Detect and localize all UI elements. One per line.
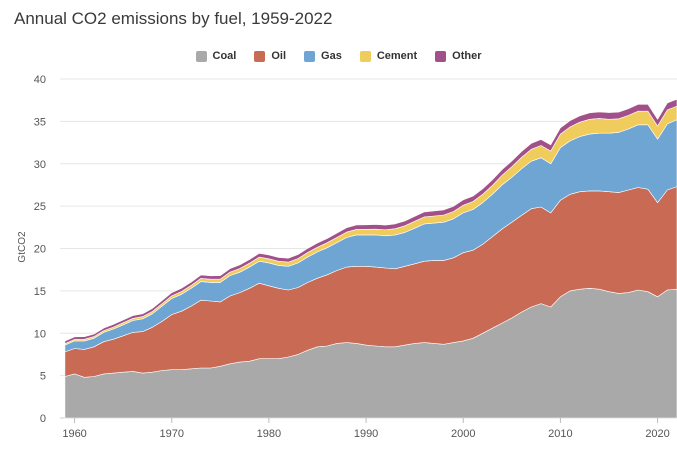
legend-label: Cement: [376, 50, 418, 62]
y-tick-label: 40: [34, 74, 46, 86]
legend-swatch-other: [435, 50, 447, 62]
x-tick-label: 1960: [62, 428, 86, 440]
legend-swatch-cement: [359, 50, 371, 62]
x-tick-label: 2010: [548, 428, 572, 440]
x-axis: 1960 1970 1980 1990 2000 2010 2020: [62, 418, 670, 440]
legend-item-cement: Cement: [359, 50, 418, 62]
x-tick-label: 2000: [451, 428, 475, 440]
legend-label: Oil: [271, 50, 287, 62]
legend-swatch-gas: [304, 50, 316, 62]
y-axis-label: GtCO2: [17, 231, 28, 263]
x-tick-label: 1980: [257, 428, 281, 440]
y-tick-label: 10: [34, 328, 46, 340]
area-other: [64, 98, 677, 344]
legend-item-coal: Coal: [195, 50, 237, 62]
chart-title: Annual CO2 emissions by fuel, 1959-2022: [14, 9, 333, 28]
legend-swatch-oil: [254, 50, 266, 62]
area-series: [64, 98, 677, 419]
y-tick-label: 35: [34, 116, 46, 128]
legend-label: Coal: [212, 50, 237, 62]
legend-item-other: Other: [435, 50, 482, 62]
legend-label: Other: [452, 50, 482, 62]
y-tick-label: 20: [34, 244, 46, 256]
legend: Coal Oil Gas Cement Other: [0, 50, 677, 62]
y-tick-label: 25: [34, 201, 46, 213]
legend-label: Gas: [321, 50, 342, 62]
legend-item-oil: Oil: [254, 50, 286, 62]
y-tick-label: 0: [40, 413, 46, 425]
y-tick-label: 5: [40, 371, 46, 383]
x-tick-label: 1990: [354, 428, 378, 440]
legend-item-gas: Gas: [304, 50, 342, 62]
x-tick-label: 2020: [645, 428, 669, 440]
x-tick-label: 1970: [159, 428, 183, 440]
legend-swatch-coal: [195, 50, 207, 62]
y-tick-label: 15: [34, 286, 46, 298]
y-axis: 0 5 10 15 20 25 30 35 40: [34, 74, 46, 425]
y-tick-label: 30: [34, 159, 46, 171]
